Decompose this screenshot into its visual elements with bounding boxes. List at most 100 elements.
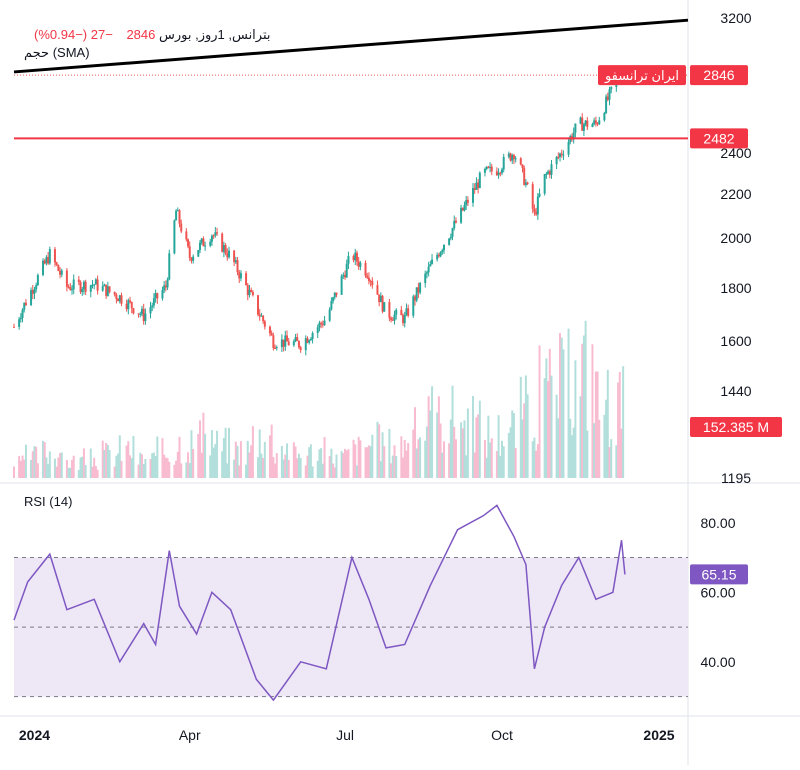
- candle-body: [69, 287, 72, 290]
- candle-body: [185, 231, 188, 240]
- candle-body: [113, 291, 116, 295]
- volume-bar: [30, 459, 33, 478]
- candle-body: [533, 208, 536, 212]
- volume-bar: [376, 421, 379, 478]
- candle-body: [352, 256, 355, 261]
- volume-bar: [490, 438, 493, 478]
- volume-bar: [59, 453, 62, 478]
- volume-bar: [106, 444, 109, 478]
- volume-bar: [523, 403, 526, 478]
- rsi-tick: 80.00: [700, 515, 735, 531]
- candle-body: [19, 317, 22, 320]
- volume-bar: [125, 445, 128, 478]
- rsi-tick: 40.00: [700, 654, 735, 670]
- rsi-legend[interactable]: RSI (14): [24, 494, 73, 509]
- candle-body: [149, 307, 152, 314]
- volume-bar: [42, 440, 45, 478]
- volume-bar: [24, 444, 27, 478]
- volume-bar: [383, 446, 386, 478]
- candle-body: [120, 295, 123, 304]
- rsi-axis-ticks[interactable]: 80.00 60.00 40.00: [700, 515, 735, 670]
- candle-body: [103, 284, 106, 287]
- candle-body: [45, 257, 48, 264]
- volume-bar: [425, 426, 428, 478]
- candle-body: [449, 236, 452, 239]
- volume-bar: [359, 440, 362, 478]
- candle-body: [323, 320, 326, 326]
- volume-bar: [412, 429, 415, 478]
- candle-body: [581, 117, 584, 131]
- volume-bar: [381, 432, 384, 478]
- volume-legend[interactable]: حجم (SMA): [24, 45, 90, 60]
- candle-body: [610, 86, 613, 90]
- candle-body: [176, 210, 179, 212]
- rsi-badge: 65.15: [701, 566, 736, 582]
- candle-body: [562, 154, 565, 156]
- volume-bar: [309, 444, 312, 478]
- symbol-title[interactable]: بترانس, 1روز, بورس: [158, 27, 271, 42]
- candle-body: [156, 293, 159, 299]
- time-tick-2025: 2025: [643, 727, 674, 743]
- volume-bar: [501, 440, 504, 478]
- candle-body: [221, 233, 224, 252]
- candle-body: [321, 323, 324, 326]
- volume-bar: [274, 463, 277, 478]
- volume-bar: [393, 445, 396, 478]
- candle-body: [275, 347, 278, 349]
- candle-body: [555, 156, 558, 165]
- volume-bar: [287, 459, 290, 478]
- candle-body: [117, 299, 120, 302]
- candle-body: [142, 308, 145, 322]
- candle-body: [526, 182, 529, 185]
- candle-body: [79, 282, 82, 292]
- candle-body: [593, 120, 596, 125]
- volume-bar: [559, 333, 562, 478]
- volume-bar: [419, 437, 422, 478]
- candle-body: [424, 273, 427, 284]
- volume-bar: [441, 452, 444, 478]
- volume-bar: [296, 458, 299, 478]
- volume-bar: [168, 461, 171, 478]
- candle-body: [190, 257, 193, 261]
- volume-bar: [369, 446, 372, 478]
- volume-bar: [431, 386, 434, 478]
- volume-bar: [60, 452, 63, 478]
- volume-bar: [263, 441, 266, 478]
- volume-bar: [209, 455, 212, 478]
- price-tick-2400: 2400: [720, 145, 751, 161]
- volume-bar: [526, 394, 529, 478]
- volume-bar: [436, 412, 439, 478]
- volume-bar: [137, 464, 140, 478]
- candle-body: [586, 120, 589, 127]
- volume-bar: [214, 444, 217, 478]
- volume-bar: [618, 371, 621, 478]
- volume-bar: [48, 451, 51, 478]
- candle-body: [531, 184, 534, 209]
- volume-bar: [248, 452, 251, 478]
- price-legend[interactable]: بترانس, 1روز, بورس 2846 −27 (−0.94%) حجم…: [24, 26, 271, 62]
- volume-bar: [163, 454, 166, 478]
- volume-bar: [323, 437, 326, 478]
- volume-bar: [226, 463, 229, 478]
- candle-body: [21, 309, 24, 318]
- volume-bar: [308, 447, 311, 478]
- price-badges: ایران ترانسفو 2846 2482 152.385 M 65.15: [598, 65, 782, 585]
- candle-body: [472, 188, 475, 203]
- volume-bar: [531, 441, 534, 478]
- price-axis-ticks[interactable]: 3200 2400 2200 2000 1800 1600 1440 1195: [720, 10, 751, 486]
- volume-bar: [367, 445, 370, 478]
- volume-bar: [282, 459, 285, 478]
- candle-body: [129, 300, 132, 302]
- candle-body: [344, 274, 347, 278]
- time-axis-ticks[interactable]: 2024 Apr Jul Oct 2025: [19, 727, 675, 743]
- volume-bar: [511, 410, 514, 478]
- candle-body: [608, 89, 611, 100]
- rsi-level-lines: [14, 557, 688, 698]
- volume-bar: [154, 456, 157, 478]
- candle-body: [93, 284, 96, 286]
- volume-bar: [180, 463, 183, 478]
- trend-line[interactable]: [13, 18, 689, 74]
- time-tick-Apr: Apr: [179, 727, 201, 743]
- volume-bar: [321, 463, 324, 478]
